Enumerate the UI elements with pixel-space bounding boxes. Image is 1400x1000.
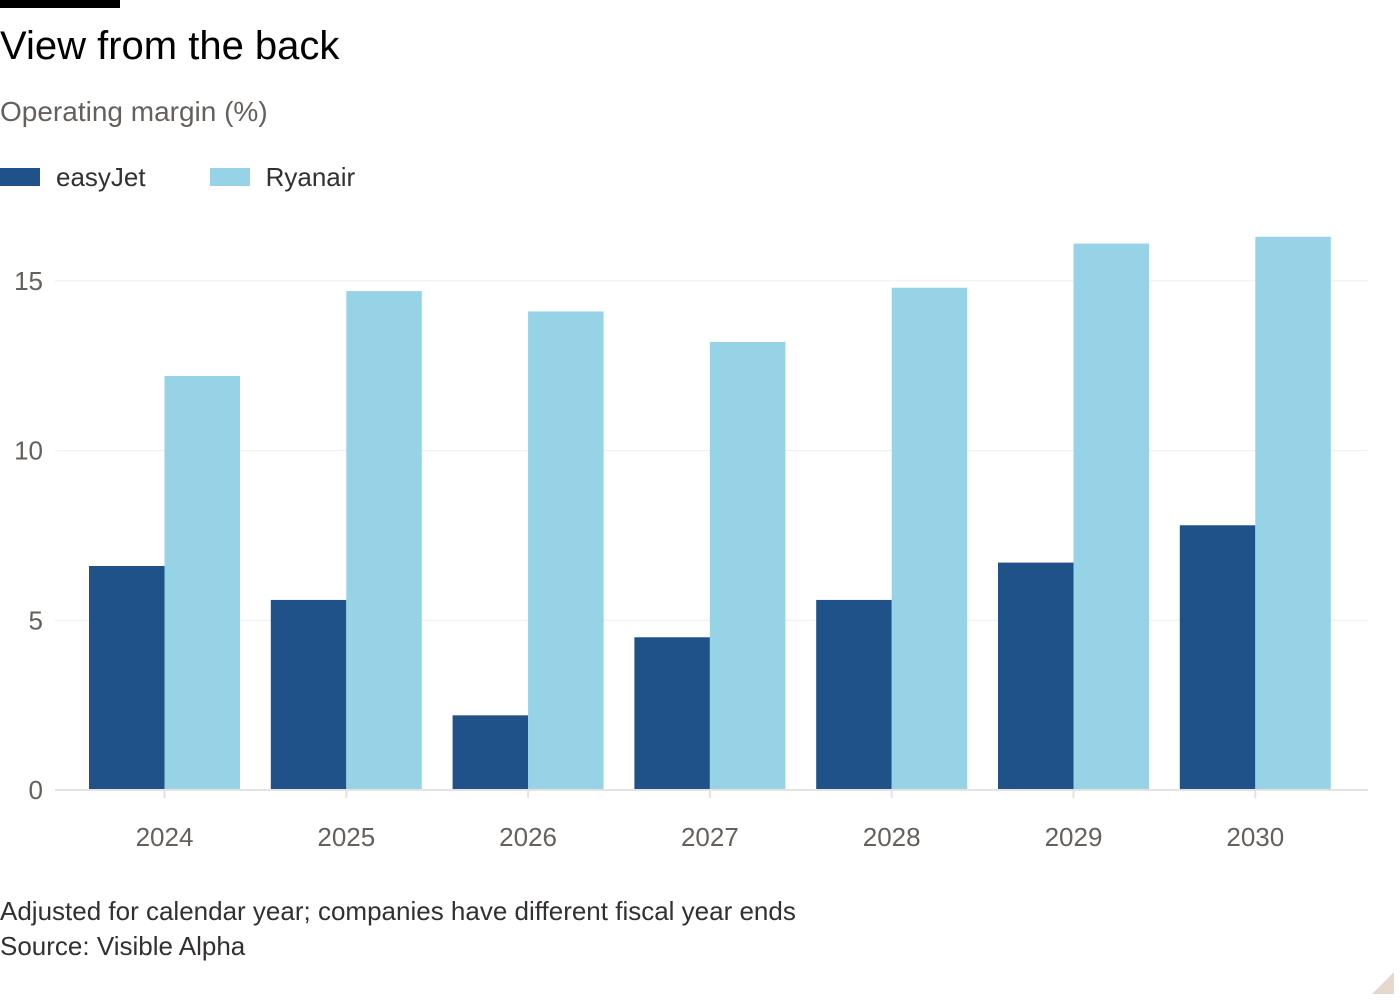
x-tick-label: 2028	[863, 822, 921, 852]
top-rule	[0, 0, 120, 8]
bar-easyjet-2024	[89, 566, 165, 790]
y-tick-label: 10	[14, 436, 43, 466]
bar-ryanair-2025	[346, 291, 422, 790]
bar-easyjet-2028	[816, 599, 892, 790]
legend-label-ryanair: Ryanair	[265, 161, 356, 192]
x-tick-label: 2026	[499, 822, 557, 852]
bar-ryanair-2027	[709, 342, 786, 790]
chart-source: Source: Visible Alpha	[0, 931, 246, 961]
bar-ryanair-2024	[164, 375, 240, 790]
y-tick-label: 5	[29, 605, 43, 635]
chart-subtitle: Operating margin (%)	[0, 96, 268, 127]
bar-easyjet-2029	[998, 562, 1074, 790]
x-axis	[55, 789, 1368, 798]
bar-easyjet-2030	[1179, 525, 1256, 790]
bar-easyjet-2025	[270, 599, 347, 790]
x-tick-label: 2025	[317, 822, 375, 852]
legend-swatch-ryanair	[209, 168, 250, 186]
bar-easyjet-2026	[452, 715, 529, 790]
x-tick-label: 2027	[681, 822, 739, 852]
y-tick-labels: 0 5 10 15	[14, 266, 43, 805]
bar-ryanair-2030	[1255, 236, 1331, 791]
bar-ryanair-2029	[1073, 243, 1149, 791]
chart-footnote: Adjusted for calendar year; companies ha…	[0, 896, 796, 926]
chart-title: View from the back	[0, 24, 340, 68]
y-tick-label: 15	[14, 266, 43, 296]
legend-item-ryanair: Ryanair	[209, 161, 356, 193]
legend: easyJet Ryanair	[0, 160, 419, 194]
legend-label-easyjet: easyJet	[56, 161, 146, 192]
x-tick-label: 2024	[136, 822, 194, 852]
y-tick-label: 0	[29, 775, 43, 805]
x-tick-label: 2029	[1045, 822, 1103, 852]
bar-ryanair-2026	[528, 311, 604, 790]
legend-item-easyjet: easyJet	[0, 162, 146, 193]
bar-chart: 0 5 10 15 2024 2025 2026 2027 2028 2029 2030	[14, 236, 1368, 852]
bars	[89, 236, 1331, 791]
bar-easyjet-2027	[634, 637, 710, 790]
legend-swatch-easyjet	[0, 168, 40, 186]
x-tick-labels: 2024 2025 2026 2027 2028 2029 2030	[136, 822, 1285, 852]
bar-ryanair-2028	[891, 287, 968, 790]
corner-mark	[1372, 972, 1394, 994]
x-tick-label: 2030	[1226, 822, 1284, 852]
